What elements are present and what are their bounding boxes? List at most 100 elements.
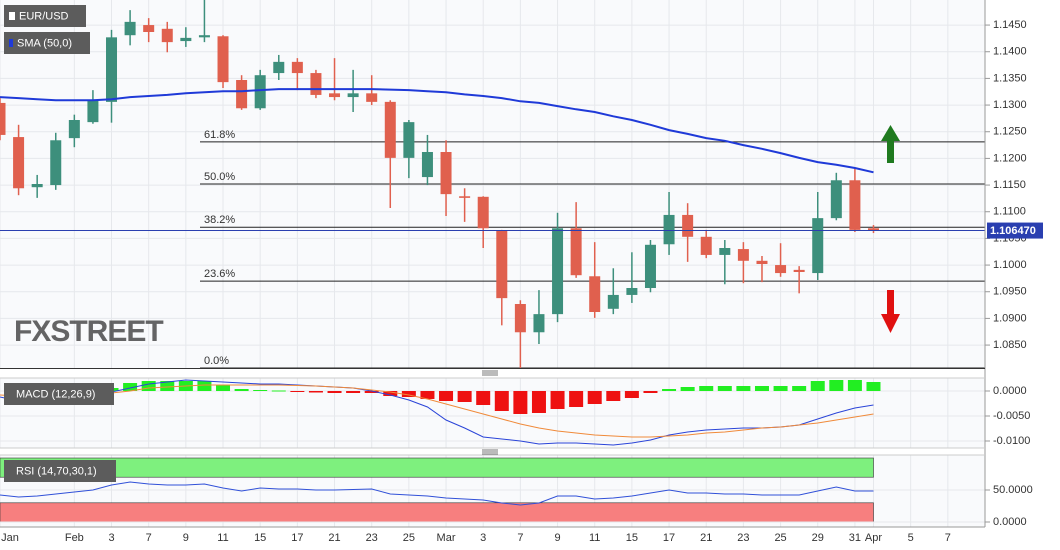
candle-body [849,180,861,230]
x-tick-label: 31 [849,532,861,544]
x-tick-label: 7 [945,532,951,544]
up-arrow [881,125,900,163]
fib-label: 23.6% [204,268,235,280]
candle-body [812,218,824,274]
candle-body [0,102,6,135]
candle-body [440,152,452,195]
histogram-bar [271,390,286,392]
candle-body [180,37,192,42]
candle-body [533,314,545,333]
legend-label: RSI (14,70,30,1) [16,465,97,477]
histogram-bar [847,380,862,391]
indicator-line [0,481,874,506]
histogram-bar [810,381,825,391]
y-tick-label: 1.1150 [993,179,1026,191]
x-tick-label: 3 [480,532,486,544]
x-tick-label: 11 [589,532,600,544]
candle-body [31,184,43,188]
candle-body [347,93,359,98]
y-tick-label: 1.1350 [993,72,1027,84]
y-tick-label: 1.0850 [993,339,1027,351]
candle-body [50,140,62,186]
x-tick-label: 17 [291,532,303,544]
y-tick-label: 1.1300 [993,99,1027,111]
legend-swatch [9,39,13,47]
candle-body [700,236,712,255]
candle-body [403,122,415,158]
histogram-bar [234,389,249,391]
candle-body [291,61,303,74]
candle-body [477,196,489,229]
histogram-bar [587,391,602,404]
candle-body [775,265,787,274]
candle-body [793,269,805,272]
legend: EUR/USD SMA (50,0) MACD (12,26,9) RSI (1… [4,5,116,482]
histogram-bar [736,386,751,391]
histogram-bar [253,390,268,391]
y-tick-label: 1.1000 [993,259,1027,271]
candle-body [124,21,136,36]
candle-body [217,36,229,83]
axes: Jan Feb 3 7 9 11 15 17 21 23 25 Mar 3 7 9 11 15 17 21 23 25 2… [1,19,1043,544]
candle-body [13,137,25,189]
candle-body [254,75,266,109]
histogram-bar [216,385,231,391]
x-tick-label: Mar [437,532,456,544]
fib-label: 0.0% [204,355,229,367]
histogram-bar [290,391,305,392]
candle-body [366,93,378,102]
x-tick-label: 25 [403,532,415,544]
candle-body [867,228,879,231]
price-plot: 61.8% 50.0% 38.2% 23.6% 0.0% [0,0,985,368]
last-price-label: 1.106470 [990,225,1036,237]
candle-body [421,152,433,178]
fib-label: 38.2% [204,214,235,226]
candle-body [514,304,526,333]
fib-label: 50.0% [204,171,235,183]
candle-body [236,80,248,109]
x-tick-label: 25 [774,532,786,544]
legend-label: EUR/USD [19,10,69,22]
x-tick-label: 5 [908,532,914,544]
histogram-bar [513,391,528,414]
histogram-bar [569,391,584,407]
candle-body [87,100,99,123]
x-tick-label: 23 [366,532,378,544]
x-tick-label: 3 [108,532,114,544]
histogram-bar [327,391,342,393]
x-tick-label: 11 [217,532,228,544]
candle-body [106,37,118,102]
candle-body [682,214,694,237]
x-tick-label: 17 [663,532,675,544]
histogram-bar [197,381,212,391]
x-tick-label: 21 [328,532,340,544]
histogram-bar [308,391,323,393]
candle-body [830,180,842,219]
x-tick-label: 9 [183,532,189,544]
x-tick-label: 7 [517,532,523,544]
histogram-bar [624,391,639,398]
x-tick-label: 9 [554,532,560,544]
candle-body [198,35,210,38]
y-tick-label: 0.0000 [993,516,1027,528]
histogram-bar [420,391,435,399]
x-tick-label: 21 [700,532,712,544]
candle-body [68,120,80,139]
histogram-bar [141,381,156,391]
candle-body [161,28,173,43]
histogram-bar [829,380,844,391]
candle-body [329,93,341,98]
y-tick-label: 1.1200 [993,152,1027,164]
legend-box [4,5,86,27]
y-tick-label: -0.0100 [993,435,1030,447]
legend-box [4,460,116,482]
histogram-bar [476,391,491,405]
candle-body [607,294,619,309]
splitter-handle[interactable] [482,370,498,455]
histogram-bar [401,391,416,397]
histogram-bar [123,383,138,391]
macd-plot [0,378,985,448]
y-tick-label: 1.1250 [993,126,1027,138]
histogram-bar [773,386,788,391]
histogram-bar [680,387,695,391]
